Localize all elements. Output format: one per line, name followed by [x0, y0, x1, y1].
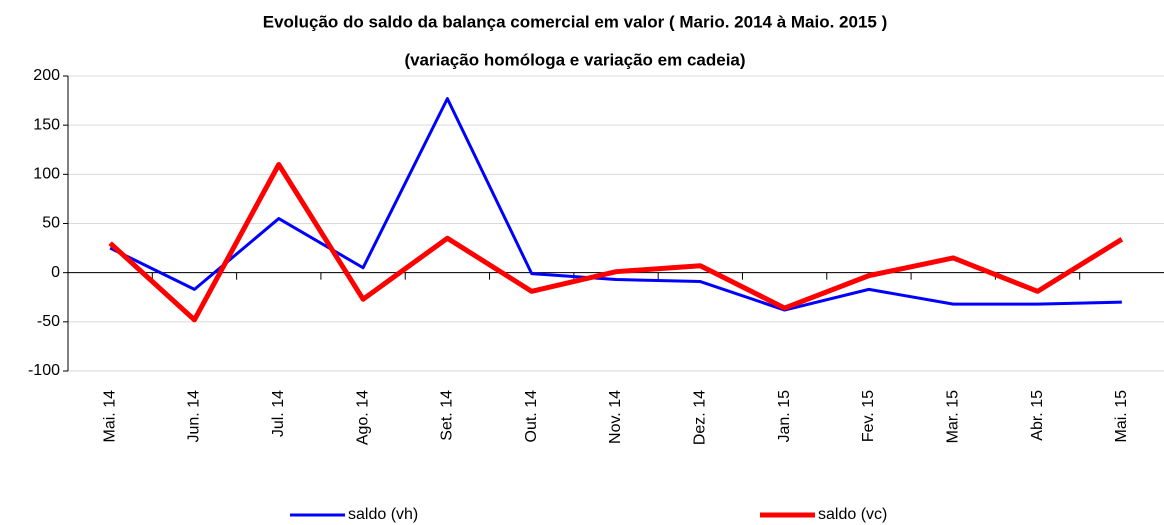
legend-label: saldo (vc) — [818, 506, 887, 523]
series-line — [108, 162, 1124, 323]
x-tick-label: Fev. 15 — [860, 390, 877, 442]
x-tick-label: Jan. 15 — [776, 390, 793, 443]
y-tick-label: -50 — [37, 313, 60, 330]
series-line — [109, 97, 1122, 312]
y-tick-label: 200 — [33, 67, 60, 84]
chart-subtitle: (variação homóloga e variação em cadeia) — [404, 50, 745, 69]
y-tick-label: -100 — [28, 362, 60, 379]
x-tick-label: Jun. 14 — [186, 390, 203, 443]
x-tick-label: Mai. 15 — [1113, 390, 1130, 443]
x-tick-label: Ago. 14 — [354, 390, 371, 445]
chart-title: Evolução do saldo da balança comercial e… — [263, 12, 888, 31]
x-tick-label: Jul. 14 — [270, 390, 287, 437]
x-tick-label: Set. 14 — [439, 390, 456, 441]
y-tick-label: 0 — [51, 264, 60, 281]
x-tick-label: Dez. 14 — [692, 390, 709, 445]
x-tick-label: Mar. 15 — [944, 390, 961, 443]
x-tick-label: Abr. 15 — [1029, 390, 1046, 441]
y-tick-label: 150 — [33, 116, 60, 133]
x-tick-label: Nov. 14 — [607, 390, 624, 444]
y-tick-label: 50 — [42, 215, 60, 232]
legend-label: saldo (vh) — [348, 506, 418, 523]
y-tick-label: 100 — [33, 166, 60, 183]
x-tick-label: Mai. 14 — [101, 390, 118, 443]
x-tick-label: Out. 14 — [523, 390, 540, 443]
